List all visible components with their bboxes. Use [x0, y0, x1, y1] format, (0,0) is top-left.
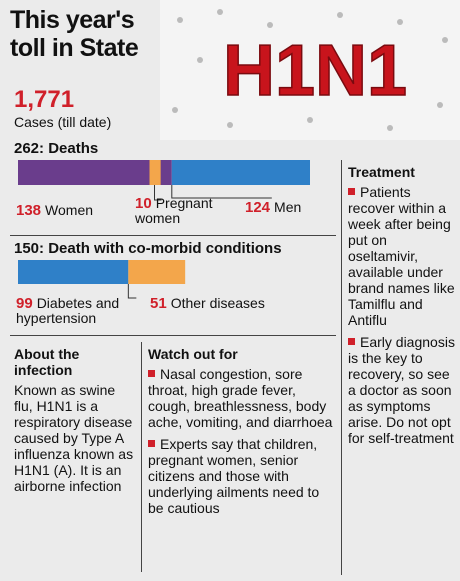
- category: Diabetes and hypertension: [16, 295, 120, 326]
- legend-label: 51 Other diseases: [150, 295, 265, 312]
- bar-segment: [18, 160, 172, 185]
- deaths-label: Deaths: [48, 140, 99, 157]
- image-text: H1N1: [223, 31, 407, 111]
- h1n1-image: H1N1: [160, 0, 460, 140]
- category: Other diseases: [170, 295, 265, 311]
- divider: [10, 335, 336, 336]
- treatment-list: Patients recover within a week after bei…: [348, 184, 456, 446]
- treatment-section: Treatment Patients recover within a week…: [348, 164, 456, 452]
- legend-label: 10 Pregnant women: [135, 196, 230, 226]
- list-item: Patients recover within a week after bei…: [348, 184, 455, 328]
- legend-label: 99 Diabetes and hypertension: [16, 296, 136, 326]
- title: This year's toll in State: [10, 6, 139, 62]
- value-label: 51: [150, 295, 167, 312]
- category: Men: [274, 199, 302, 215]
- category: Women: [45, 202, 94, 218]
- comorbid-heading: 150 Death with co-morbid conditions: [14, 240, 282, 257]
- watch-title: Watch out for: [148, 346, 238, 362]
- list-item: Early diagnosis is the key to recovery, …: [348, 334, 455, 446]
- about-section: About the infection Known as swine flu, …: [14, 346, 136, 494]
- value-label: 124: [245, 199, 271, 216]
- deaths-heading: 262 Deaths: [14, 140, 98, 157]
- about-text: Known as swine flu, H1N1 is a respirator…: [14, 382, 134, 494]
- list-item: Nasal congestion, sore throat, high grad…: [148, 366, 336, 430]
- cases-label: Cases (till date): [14, 114, 112, 130]
- category: Pregnant women: [135, 195, 213, 226]
- divider: [10, 235, 336, 236]
- cases-value: 1,771: [14, 86, 75, 113]
- bar-segment: [149, 160, 161, 185]
- bar-segment: [171, 160, 310, 185]
- about-title: About the infection: [14, 346, 80, 378]
- bar-segment: [18, 260, 129, 284]
- bar-segment: [128, 260, 186, 284]
- connector: [154, 185, 162, 201]
- divider: [341, 160, 342, 575]
- legend-label: 138 Women: [16, 202, 94, 219]
- connector: [127, 284, 137, 299]
- divider: [141, 342, 142, 572]
- legend-label: 124 Men: [245, 199, 302, 216]
- comorbid-label: Death with co-morbid conditions: [48, 240, 282, 257]
- value-label: 99: [16, 295, 33, 312]
- bars: [18, 160, 310, 299]
- watch-section: Watch out for Nasal congestion, sore thr…: [148, 346, 336, 522]
- connector: [171, 185, 272, 199]
- list-item: Experts say that children, pregnant wome…: [148, 436, 336, 516]
- value-label: 138: [16, 202, 42, 219]
- deaths-total: 262: [14, 140, 44, 157]
- treatment-title: Treatment: [348, 164, 415, 180]
- watch-list: Nasal congestion, sore throat, high grad…: [148, 366, 336, 516]
- value-label: 10: [135, 195, 152, 212]
- comorbid-total: 150: [14, 240, 44, 257]
